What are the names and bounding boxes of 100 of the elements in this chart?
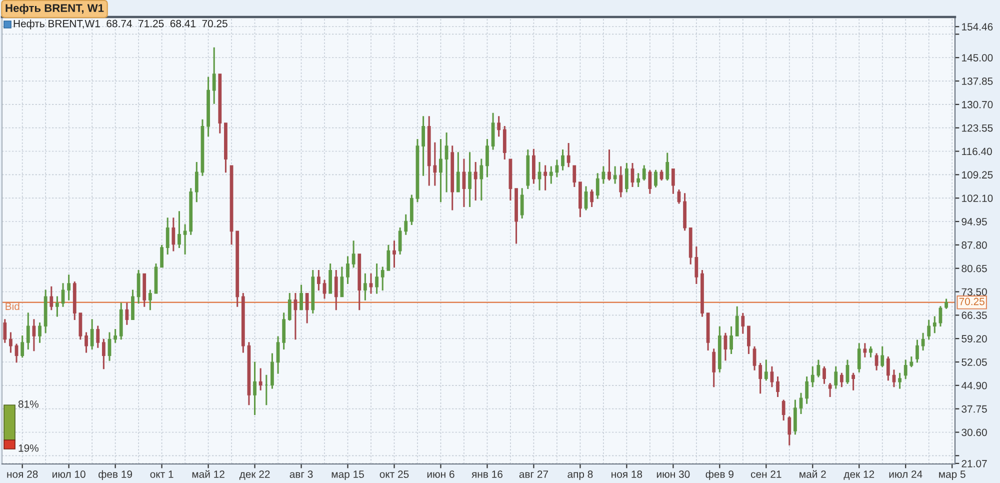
candlestick	[44, 290, 48, 334]
candlestick	[561, 150, 564, 170]
candlestick	[119, 302, 123, 340]
candlestick	[514, 188, 518, 244]
x-tick-label: июл 24	[889, 470, 922, 478]
candlestick	[474, 162, 478, 200]
candlestick	[102, 338, 106, 370]
y-tick-label: 73.50	[962, 288, 987, 296]
candlestick	[805, 376, 809, 404]
x-tick-label: мар 5	[939, 470, 966, 480]
candlestick	[758, 363, 762, 394]
chart-title: Нефть BRENT, W1	[6, 4, 104, 14]
candlestick	[660, 170, 664, 180]
annotation: 19%	[18, 444, 38, 452]
candlestick	[241, 292, 245, 353]
candlestick	[154, 263, 158, 294]
candlestick	[172, 218, 176, 252]
candlestick	[508, 158, 512, 200]
candlestick	[9, 332, 12, 353]
candlestick	[834, 366, 838, 389]
candlestick	[236, 230, 240, 307]
ref-line-label: Bid	[6, 302, 20, 310]
x-tick-label: фев 9	[706, 470, 734, 480]
candlestick	[538, 162, 542, 190]
x-tick-label: авг 3	[290, 470, 313, 478]
candlestick	[816, 360, 820, 378]
y-tick-label: 87.80	[962, 241, 987, 249]
y-tick-label: 66.35	[962, 312, 987, 320]
candlestick	[810, 366, 814, 388]
candlestick	[688, 227, 692, 264]
x-tick-label: июл 10	[52, 470, 86, 478]
candlestick	[944, 298, 948, 309]
candlestick	[444, 132, 448, 192]
candlestick	[218, 74, 222, 134]
candlestick	[770, 366, 774, 388]
x-tick-label: янв 16	[472, 470, 502, 478]
candlestick	[706, 312, 710, 350]
candlestick	[114, 328, 118, 343]
y-tick-label: 37.75	[962, 405, 987, 413]
candlestick	[450, 146, 454, 210]
candlestick	[794, 400, 797, 435]
candlestick	[352, 240, 356, 268]
candlestick	[799, 392, 803, 414]
candlestick	[380, 266, 384, 291]
candlestick	[294, 292, 298, 340]
candlestick	[578, 182, 582, 218]
candlestick	[636, 173, 640, 188]
candlestick	[26, 312, 30, 350]
candlestick	[752, 346, 756, 370]
candlestick	[846, 360, 850, 384]
candlestick	[497, 116, 501, 137]
candlestick	[892, 370, 896, 388]
candlestick	[189, 188, 193, 235]
candlestick	[735, 306, 739, 336]
y-tick-label: 44.90	[961, 382, 987, 390]
candlestick	[206, 76, 210, 137]
y-tick-label: 130.70	[962, 100, 993, 108]
candlestick	[624, 162, 628, 192]
candlestick	[416, 139, 420, 202]
candlestick	[608, 150, 611, 180]
candlestick	[788, 416, 792, 446]
y-tick-label: 109.25	[962, 171, 993, 179]
y-tick-label: 154.46	[962, 23, 993, 31]
candlestick	[764, 360, 768, 381]
candlestick	[874, 353, 878, 370]
candlestick	[630, 162, 634, 188]
candlestick	[602, 166, 606, 184]
candlestick	[852, 372, 856, 390]
candlestick	[404, 214, 408, 235]
candlestick	[462, 158, 466, 208]
candlestick	[886, 356, 890, 381]
y-tick-label: 21.07	[962, 460, 987, 468]
candlestick	[555, 160, 559, 178]
candlestick	[32, 319, 36, 352]
candlestick	[96, 326, 100, 348]
candlestick	[61, 283, 65, 307]
candlestick	[72, 282, 76, 320]
candlestick	[544, 165, 548, 190]
x-tick-label: сен 21	[750, 470, 782, 478]
x-tick-label: фев 19	[98, 470, 132, 480]
y-tick-label: 59.20	[962, 335, 987, 342]
x-tick-label: окт 25	[380, 470, 409, 478]
x-tick-label: ноя 18	[612, 470, 642, 478]
candlestick	[502, 126, 506, 160]
candlestick	[212, 47, 216, 104]
x-tick-label: июн 6	[427, 470, 454, 478]
y-tick-label: 94.95	[962, 218, 987, 226]
x-tick-label: апр 8	[568, 470, 593, 480]
candlestick	[468, 152, 472, 208]
candlestick	[898, 372, 902, 389]
candlestick	[694, 246, 698, 284]
candlestick	[264, 374, 268, 406]
candlestick	[724, 332, 728, 361]
candlestick	[904, 360, 908, 379]
candlestick	[50, 286, 54, 310]
candlestick	[654, 170, 658, 188]
candlestick	[247, 342, 251, 406]
x-tick-label: май 12	[192, 470, 224, 478]
candlestick	[317, 270, 320, 291]
candlestick	[712, 348, 716, 388]
